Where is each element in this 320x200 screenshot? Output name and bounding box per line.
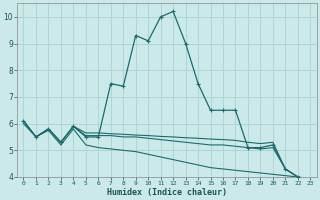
- X-axis label: Humidex (Indice chaleur): Humidex (Indice chaleur): [107, 188, 227, 197]
